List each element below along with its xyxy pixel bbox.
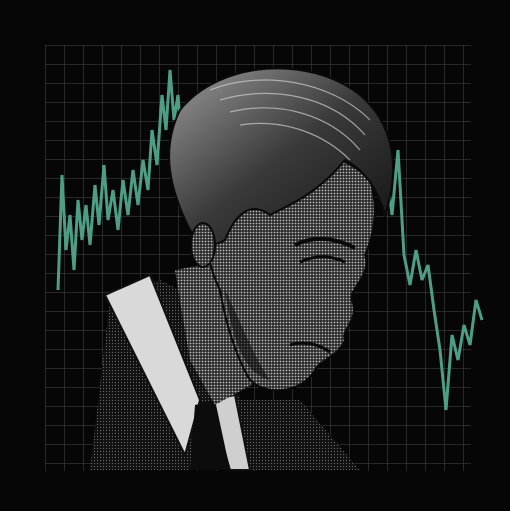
hair-strands xyxy=(209,79,371,161)
tie xyxy=(190,400,230,470)
mouth xyxy=(289,341,331,354)
portrait xyxy=(90,67,394,471)
ear xyxy=(190,222,216,268)
collar xyxy=(103,273,202,458)
brow xyxy=(294,236,356,250)
eye xyxy=(299,255,346,264)
cheek-shadow xyxy=(225,290,270,380)
